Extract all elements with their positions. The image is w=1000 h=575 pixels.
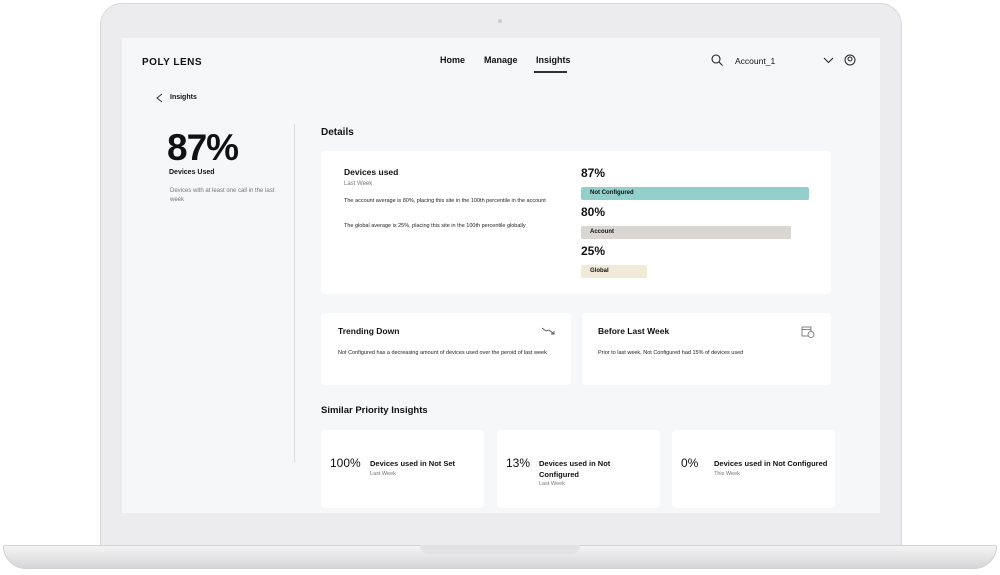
before-title: Before Last Week [598,326,670,336]
nav-home[interactable]: Home [440,55,466,65]
calendar-clock-icon [801,326,815,338]
similar-insight-card[interactable]: 0% Devices used in Not Configured This W… [672,430,835,508]
insight-period: This Week [714,471,740,477]
bar-account: Account [581,226,791,239]
similar-insight-card[interactable]: 13% Devices used in Not Configured Last … [497,430,660,508]
logo: POLY LENS [142,57,203,68]
insight-title: Devices used in Not Configured [539,459,611,479]
bar-value: 87% [581,166,606,180]
search-icon[interactable] [711,54,723,66]
details-title: Details [321,127,354,138]
nav-manage[interactable]: Manage [484,55,518,65]
insight-title: Devices used in Not Set [370,459,456,468]
insight-title: Devices used in Not Configured [714,459,828,468]
account-text: The account average is 80%, placing this… [344,198,546,204]
trend-text: Not Configured has a decreasing amount o… [338,350,547,356]
trending-down-icon [541,327,555,335]
summary-description: Devices with at least one call in the la… [170,188,275,203]
period: Last Week [344,181,373,187]
global-text: The global average is 25%, placing this … [344,223,526,229]
user-icon[interactable] [844,54,856,66]
chevron-down-icon[interactable] [823,57,834,64]
laptop-notch [420,545,580,554]
nav-insights[interactable]: Insights [536,55,571,65]
summary-label: Devices Used [169,169,215,176]
bar-value: 80% [581,205,606,219]
before-text: Prior to last week, Not Configured had 1… [598,350,744,356]
insight-value: 13% [506,456,531,470]
similar-title: Similar Priority Insights [321,405,428,416]
chevron-left-icon[interactable] [156,93,163,103]
bar-not-configured: Not Configured [581,187,809,200]
trending-down-card: Trending Down Not Configured has a decre… [321,313,571,385]
bar-value: 25% [581,244,606,258]
insight-value: 0% [681,456,699,470]
breadcrumb-back[interactable]: Insights [170,94,197,101]
details-card: Devices used Last Week The account avera… [321,151,831,294]
insight-period: Last Week [370,471,396,477]
active-tab-underline [534,71,567,73]
insight-value: 100% [330,456,361,470]
trend-title: Trending Down [338,326,400,336]
insight-period: Last Week [539,481,565,487]
similar-insight-card[interactable]: 100% Devices used in Not Set Last Week [321,430,484,508]
camera [498,19,502,23]
card-title: Devices used [344,167,399,177]
app-screen: POLY LENS Home Manage Insights Account_1… [122,38,880,513]
summary-value: 87% [167,127,239,168]
before-last-week-card: Before Last Week Prior to last week, Not… [582,313,831,385]
bar-global: Global [581,265,647,278]
divider [294,124,295,462]
account-name[interactable]: Account_1 [735,56,776,66]
